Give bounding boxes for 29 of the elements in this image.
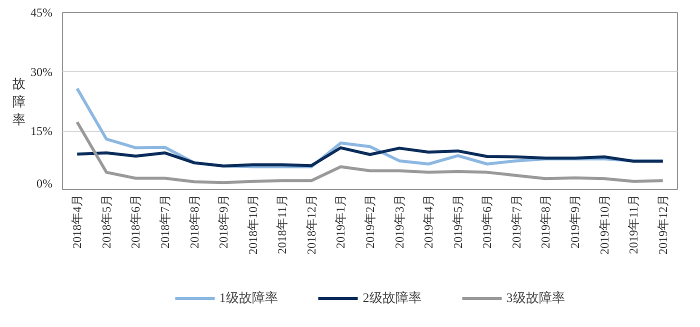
x-tick-label: 2019年1月: [334, 194, 348, 248]
y-tick-label: 0%: [36, 176, 53, 190]
x-tick-label: 2019年2月: [363, 194, 377, 248]
x-tick-label: 2018年10月: [246, 194, 260, 254]
x-tick-label: 2019年4月: [422, 194, 436, 248]
y-tick-label: 15%: [30, 124, 53, 138]
x-tick-label: 2019年3月: [392, 194, 406, 248]
x-tick-label: 2019年8月: [538, 194, 553, 248]
x-tick-label: 2019年11月: [626, 194, 641, 254]
x-tick-label: 2018年7月: [158, 194, 172, 248]
x-tick-label: 2019年5月: [450, 194, 465, 248]
x-tick-label: 2018年4月: [70, 194, 84, 248]
legend-label: 1级故障率: [219, 289, 278, 307]
y-axis-title: 故障率: [12, 76, 26, 127]
x-tick-label: 2018年5月: [99, 194, 114, 248]
x-tick-label: 2019年7月: [509, 194, 524, 248]
y-tick-label: 30%: [30, 64, 53, 79]
x-tick-label: 2018年8月: [187, 194, 202, 248]
x-tick-label: 2018年6月: [128, 194, 143, 248]
x-tick-label: 2018年11月: [275, 194, 290, 254]
x-tick-label: 2018年12月: [304, 194, 318, 254]
x-tick-label: 2018年9月: [216, 194, 231, 248]
legend-label: 2级故障率: [362, 289, 422, 307]
x-tick-label: 2019年10月: [597, 194, 612, 254]
x-tick-label: 2019年9月: [568, 194, 582, 248]
y-tick-label: 45%: [30, 6, 53, 20]
legend-label: 3级故障率: [506, 289, 565, 307]
x-tick-label: 2019年12月: [656, 194, 670, 254]
x-tick-label: 2019年6月: [480, 194, 494, 248]
